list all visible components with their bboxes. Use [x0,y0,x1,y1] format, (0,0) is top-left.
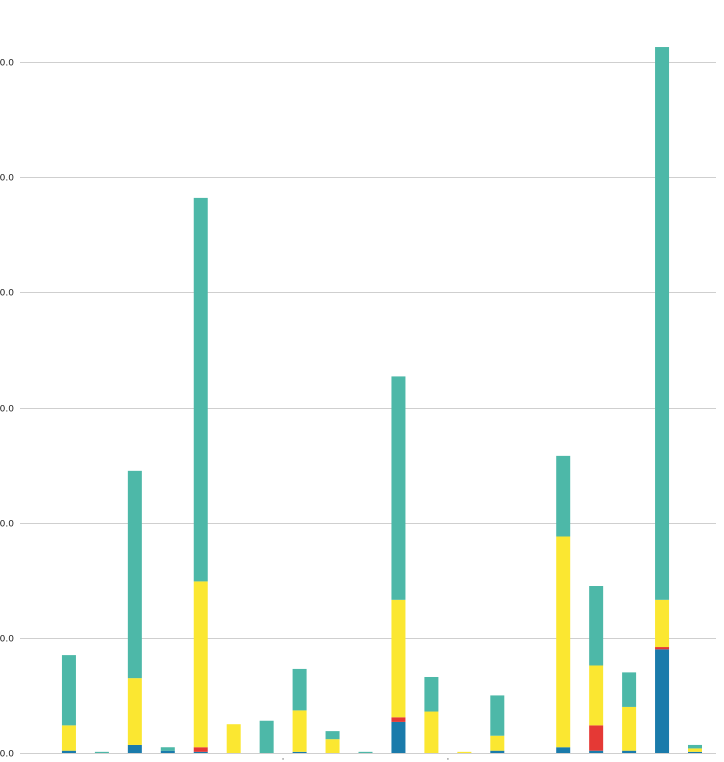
bar-segment [193,747,208,752]
bar-segment [556,455,571,537]
bar-stack [688,744,702,753]
bar-segment [391,721,406,753]
y-tick-label: 0.0 [0,405,14,415]
bar-stack [94,751,109,753]
bar-segment [61,655,76,726]
bar-stack [160,747,175,753]
y-tick-label: 0.0 [0,59,14,69]
bar-segment [325,731,340,740]
bar-segment [622,706,637,751]
bar-segment [160,747,175,751]
bar-stack [391,376,406,753]
bar-stack [259,720,274,753]
bars [61,47,702,753]
bar-segment [688,744,702,749]
bar-segment [193,197,208,582]
bar-segment [490,695,505,736]
y-tick-label: 0.0 [0,520,14,530]
y-axis-ticks: 0.0 0.0 0.0 0.0 0.0 0.0 0.0 [0,59,14,760]
bar-segment [292,710,307,752]
bar-segment [655,599,670,648]
bar-stack [424,676,439,753]
bar-segment [94,751,109,753]
bar-segment [655,47,670,600]
bar-segment [490,735,505,751]
bar-segment [688,748,702,752]
bar-stack [61,655,76,753]
bar-segment [292,668,307,711]
bar-stack [193,197,208,753]
bar-segment [226,724,241,753]
y-tick-label: 0.0 [0,750,14,760]
bar-segment [127,470,142,679]
x-tick-label: · [282,755,285,762]
bar-segment [688,751,702,753]
bar-segment [589,586,604,666]
bar-segment [424,711,439,753]
bar-stack [457,751,472,753]
bar-segment [655,647,670,650]
bar-segment [556,536,571,748]
bar-stack [325,731,340,753]
bar-segment [622,750,637,753]
y-tick-label: 0.0 [0,635,14,645]
bar-segment [391,599,406,718]
bar-segment [61,725,76,751]
bar-stack [490,695,505,753]
bar-segment [391,376,406,600]
bar-segment [193,751,208,753]
bar-stack [655,47,670,753]
bar-segment [193,581,208,748]
bar-stack [622,672,637,753]
gridlines [20,62,716,754]
bar-segment [556,747,571,753]
bar-segment [457,751,472,753]
bar-stack [589,586,604,753]
bar-segment [655,649,670,753]
bar-segment [358,751,373,753]
bar-segment [490,750,505,753]
bar-segment [589,725,604,751]
bar-segment [622,672,637,707]
bar-stack [127,470,142,753]
y-tick-label: 0.0 [0,174,14,184]
bar-segment [292,751,307,753]
bar-segment [160,750,175,753]
y-tick-label: 0.0 [0,289,14,299]
bar-segment [424,676,439,712]
bar-segment [391,717,406,722]
bar-stack [292,668,307,753]
x-axis-ticks: · · [282,755,450,762]
x-tick-label: · [446,755,449,762]
bar-segment [589,750,604,753]
bar-segment [589,665,604,726]
bar-segment [61,750,76,753]
bar-segment [127,678,142,745]
bar-segment [127,744,142,753]
bar-segment [259,720,274,753]
bar-stack [358,751,373,753]
bar-segment [325,739,340,753]
bar-stack [226,724,241,753]
bar-stack [556,455,571,753]
